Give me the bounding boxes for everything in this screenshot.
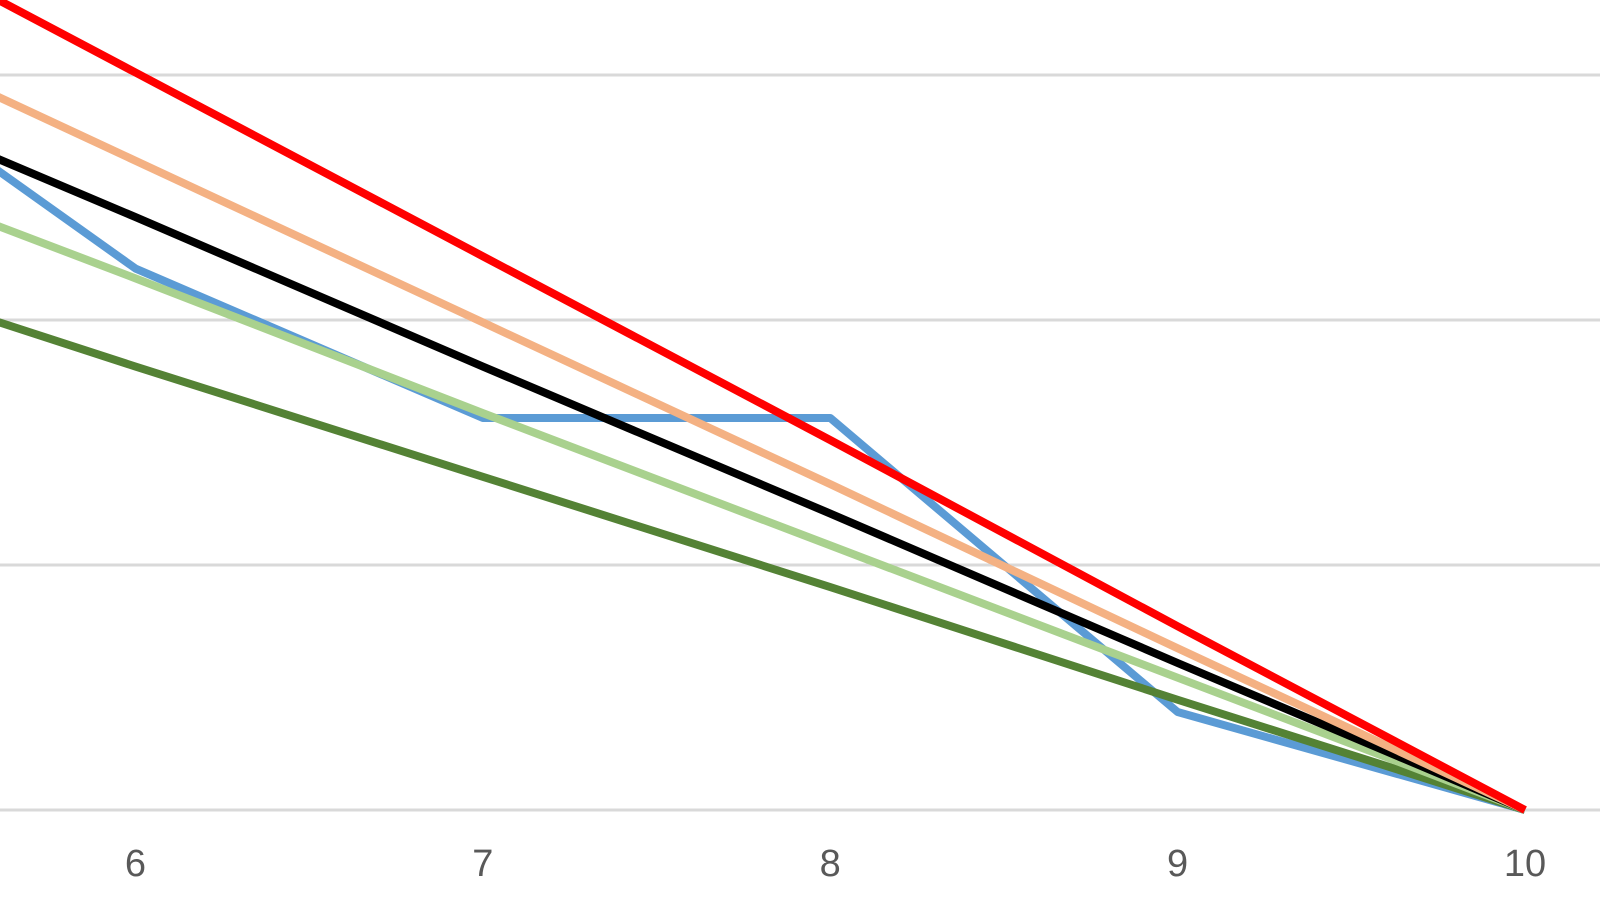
x-tick-label: 6 <box>125 843 146 885</box>
x-tick-label: 10 <box>1504 843 1546 885</box>
x-tick-label: 7 <box>472 843 493 885</box>
series-line <box>0 155 1527 814</box>
series-line <box>0 222 1527 814</box>
series-line <box>0 318 1527 814</box>
series-line <box>0 0 1527 814</box>
series-line <box>0 167 1527 814</box>
x-tick-label: 8 <box>820 843 841 885</box>
x-tick-label: 9 <box>1167 843 1188 885</box>
series-line <box>0 93 1527 814</box>
